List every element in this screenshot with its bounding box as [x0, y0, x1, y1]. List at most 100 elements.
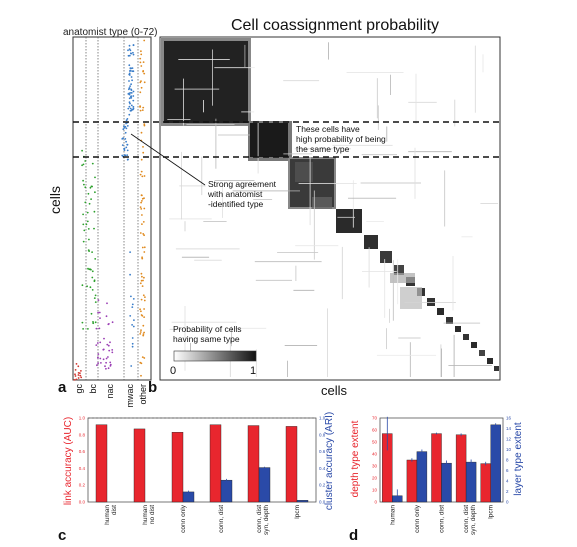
panel-a-dot — [129, 315, 132, 317]
heatmap-streak — [178, 59, 230, 60]
right-tick-label: 0.6 — [319, 449, 326, 454]
panel-b-xlabel: cells — [321, 383, 348, 398]
x-tick-label: human — [389, 505, 396, 525]
panel-a-dot — [131, 306, 134, 308]
heatmap-streak — [254, 261, 322, 263]
panel-a-dot — [143, 299, 146, 302]
panel-a-dot — [132, 298, 135, 300]
panel-a-dot — [130, 295, 132, 298]
heatmap-streak — [214, 67, 255, 69]
panel-a-dot — [126, 125, 129, 127]
panel-a-dot — [132, 325, 135, 328]
heatmap-streak — [461, 236, 473, 238]
panel-a-dot — [91, 270, 94, 273]
heatmap-streak — [293, 289, 315, 291]
panel-a-dot — [97, 311, 99, 314]
bar-d-right — [490, 424, 501, 503]
panel-a-column-label-bc: bc — [88, 384, 98, 394]
highlight-dashed-lines — [73, 121, 500, 158]
heatmap-streak — [346, 72, 404, 73]
panel-a-dot — [143, 207, 146, 210]
heatmap-streak — [409, 342, 411, 377]
panel-a-dot — [139, 57, 142, 60]
bar-c-right — [258, 467, 271, 503]
panel-a-title: anatomist type (0-72) — [63, 27, 158, 38]
panel-a-dot — [96, 364, 98, 367]
heatmap-streak — [283, 80, 320, 82]
panel-a-dot — [108, 323, 110, 325]
panel-a-dot — [94, 191, 96, 194]
panel-a-dot — [143, 308, 146, 310]
panel-a-dot — [141, 194, 143, 197]
panel-a-dot — [103, 337, 105, 340]
panel-a-dot — [85, 223, 88, 226]
heatmap-streak — [232, 190, 300, 192]
x-tick-label: conn, dist — [218, 505, 225, 533]
heatmap-streak — [287, 360, 288, 377]
panel-a-dot — [139, 91, 142, 94]
panel-a-dot — [84, 201, 87, 204]
panel-a-dot — [128, 80, 130, 82]
panel-a-dot — [142, 151, 145, 154]
heatmap-streak — [415, 73, 417, 124]
colorbar-min: 0 — [170, 365, 176, 377]
panel-a-dot — [82, 179, 84, 182]
panel-b-title: Cell coassignment probability — [231, 17, 439, 34]
panel-d-axes: human conn only conn, dist conn, distsyn, d… — [372, 416, 512, 536]
x-tick-label: conn only — [414, 504, 421, 533]
panel-a-dot — [143, 123, 146, 126]
x-tick-label: conn, dist — [439, 505, 446, 533]
right-tick-label: 10 — [506, 447, 512, 452]
panel-a-dot — [142, 106, 145, 109]
panel-a-dot — [91, 289, 94, 291]
panel-a-dot — [84, 160, 87, 162]
heatmap-streak — [215, 118, 217, 169]
heatmap-streak — [179, 185, 206, 187]
left-tick-label: 0.2 — [79, 483, 86, 488]
panel-a-dot — [129, 69, 132, 72]
panel-a-dot — [97, 362, 99, 365]
x-tick-label: humanno dist — [142, 505, 156, 525]
left-tick-label: 1.0 — [79, 416, 86, 421]
heatmap-streak — [171, 321, 237, 323]
panel-a-dot — [98, 327, 101, 330]
left-tick-label: 50 — [372, 440, 378, 445]
heatmap-streak — [362, 271, 397, 272]
panel-label-b: b — [148, 379, 157, 396]
panel-a-dot — [99, 341, 102, 344]
heatmap-streak — [218, 134, 250, 136]
panel-a-dot — [140, 158, 143, 161]
panel-a-dot — [73, 379, 76, 381]
x-tick-label: lpcm — [294, 505, 301, 519]
heatmap-streak — [167, 119, 191, 120]
panel-a-dot — [94, 294, 97, 297]
heatmap-streak — [352, 180, 354, 228]
panel-a-dot — [121, 144, 124, 147]
heatmap-streak — [284, 345, 318, 346]
left-tick-label: 30 — [372, 464, 378, 469]
panel-a-dot — [79, 372, 81, 375]
bar-d-right — [465, 461, 477, 503]
heatmap-streak — [390, 74, 391, 95]
panel-a-dot — [87, 267, 89, 270]
panel-a-dot — [74, 369, 77, 371]
panel-a-dot — [131, 345, 134, 348]
panel-a-dot — [90, 268, 92, 271]
heatmap-streak — [474, 45, 476, 113]
colorbar-max: 1 — [250, 365, 256, 377]
panel-a-dot — [142, 61, 145, 63]
heatmap-streak — [398, 337, 421, 339]
heatmap-streak — [376, 78, 378, 119]
panel-c-frame — [87, 417, 317, 503]
panel-a-dot — [128, 72, 131, 75]
panel-a-dot — [106, 343, 109, 346]
bar-c-right — [220, 479, 233, 503]
panel-a-dot — [97, 357, 99, 359]
panel-a-dot — [89, 186, 92, 189]
panel-a-column-label-other: other — [138, 384, 148, 405]
panel-a-dot — [143, 197, 145, 200]
panel-a-dot — [97, 353, 100, 355]
heatmap-streak — [386, 126, 388, 142]
annotation-high-probability: These cells have high probability of bein… — [296, 124, 386, 154]
right-tick-label: 0.2 — [319, 483, 326, 488]
